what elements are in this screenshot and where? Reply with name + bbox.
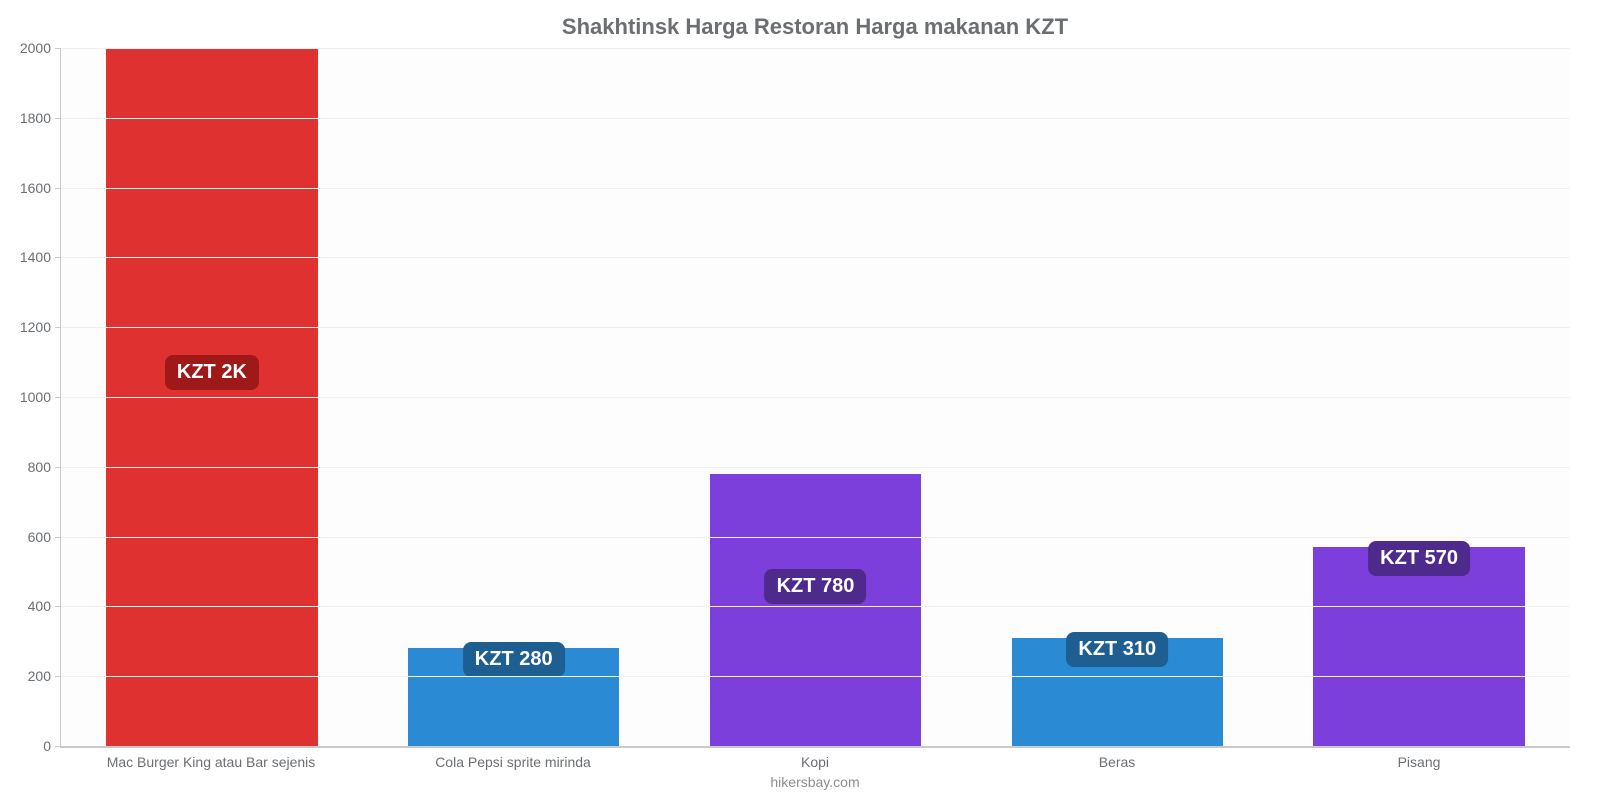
ytick-label: 1600: [20, 180, 61, 196]
chart-container: Shakhtinsk Harga Restoran Harga makanan …: [0, 0, 1600, 800]
bar-value-label: KZT 2K: [165, 355, 259, 390]
gridline: [61, 606, 1570, 607]
bar-value-label: KZT 280: [463, 642, 565, 677]
bar: KZT 280: [408, 648, 619, 746]
gridline: [61, 118, 1570, 119]
x-axis-label: Mac Burger King atau Bar sejenis: [60, 754, 362, 770]
ytick-label: 600: [28, 529, 61, 545]
ytick-label: 2000: [20, 40, 61, 56]
bar-value-label: KZT 310: [1066, 632, 1168, 667]
bar: KZT 310: [1012, 638, 1223, 746]
ytick-label: 1400: [20, 249, 61, 265]
gridline: [61, 48, 1570, 49]
ytick-label: 200: [28, 668, 61, 684]
ytick-label: 1000: [20, 389, 61, 405]
bar-value-label: KZT 780: [765, 569, 867, 604]
plot-area: KZT 2KKZT 280KZT 780KZT 310KZT 570 02004…: [60, 48, 1570, 748]
x-axis-label: Kopi: [664, 754, 966, 770]
ytick-label: 1200: [20, 319, 61, 335]
ytick-label: 400: [28, 598, 61, 614]
chart-title: Shakhtinsk Harga Restoran Harga makanan …: [60, 14, 1570, 40]
x-axis-label: Pisang: [1268, 754, 1570, 770]
ytick-label: 800: [28, 459, 61, 475]
x-axis-labels: Mac Burger King atau Bar sejenisCola Pep…: [60, 754, 1570, 770]
gridline: [61, 676, 1570, 677]
gridline: [61, 537, 1570, 538]
x-axis-label: Cola Pepsi sprite mirinda: [362, 754, 664, 770]
x-axis-label: Beras: [966, 754, 1268, 770]
ytick-label: 1800: [20, 110, 61, 126]
gridline: [61, 327, 1570, 328]
bar: KZT 780: [710, 474, 921, 746]
gridline: [61, 257, 1570, 258]
credit-text: hikersbay.com: [60, 774, 1570, 790]
gridline: [61, 467, 1570, 468]
bar: KZT 570: [1313, 547, 1524, 746]
gridline: [61, 188, 1570, 189]
bar-value-label: KZT 570: [1368, 541, 1470, 576]
gridline: [61, 397, 1570, 398]
ytick-label: 0: [43, 738, 61, 754]
